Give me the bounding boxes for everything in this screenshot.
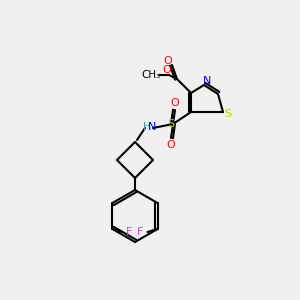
Text: CH₃: CH₃ — [141, 70, 160, 80]
Text: O: O — [171, 98, 179, 108]
Text: O: O — [163, 65, 171, 75]
Text: O: O — [167, 140, 176, 150]
Text: N: N — [203, 76, 211, 86]
Text: O: O — [164, 56, 172, 66]
Text: S: S — [224, 109, 232, 119]
Text: H: H — [143, 122, 151, 132]
Text: F: F — [126, 227, 133, 237]
Text: S: S — [167, 119, 175, 129]
Text: N: N — [148, 122, 156, 132]
Text: F: F — [137, 227, 144, 237]
